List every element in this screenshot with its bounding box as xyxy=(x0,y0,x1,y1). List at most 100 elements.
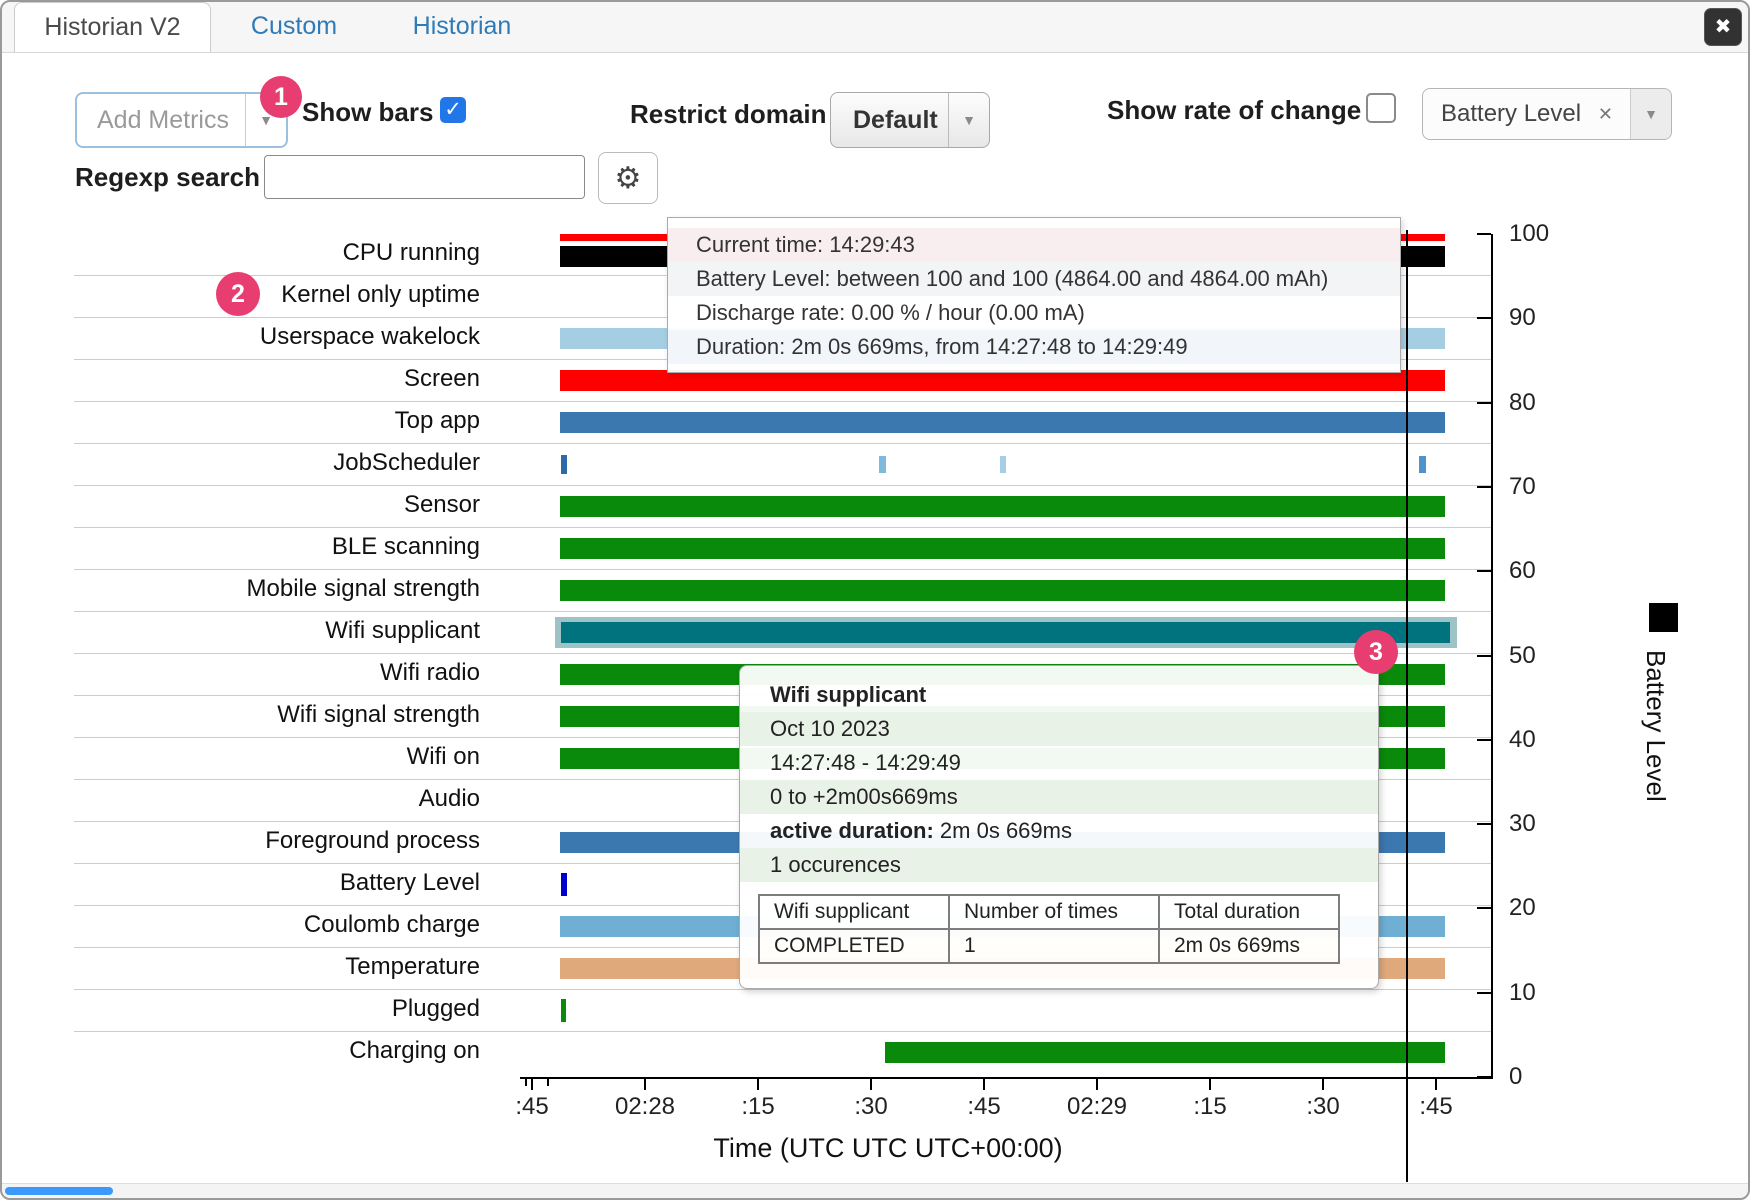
row-label-jobscheduler: JobScheduler xyxy=(333,449,480,476)
timeline-bar[interactable] xyxy=(560,998,567,1022)
x-axis-tick-label: :45 xyxy=(1419,1093,1453,1120)
y-axis-tick-label: 80 xyxy=(1509,388,1536,416)
metric-pill-battery-level[interactable]: Battery Level ✕ ▼ xyxy=(1422,88,1672,140)
y-axis-tick-label: 10 xyxy=(1509,978,1536,1006)
x-axis-tick-label: 02:28 xyxy=(614,1093,676,1120)
timeline-bar[interactable] xyxy=(879,455,886,473)
tooltip-title: Wifi supplicant xyxy=(770,682,927,707)
y-axis-tick-label: 20 xyxy=(1509,894,1536,922)
chevron-down-icon[interactable]: ▼ xyxy=(245,94,286,146)
row-label-temperature: Temperature xyxy=(345,953,480,980)
timeline-bar[interactable] xyxy=(560,454,568,474)
tooltip-line: Battery Level: between 100 and 100 (4864… xyxy=(668,262,1400,296)
timeline-bar[interactable] xyxy=(560,495,1445,517)
row-divider xyxy=(74,527,1492,528)
x-axis-tick-label: :15 xyxy=(741,1093,775,1120)
row-label-cpu-running: CPU running xyxy=(342,239,480,266)
regexp-search-input[interactable] xyxy=(264,155,585,199)
tab-historian[interactable]: Historian xyxy=(412,12,512,40)
row-label-plugged: Plugged xyxy=(391,995,480,1022)
scrollbar-thumb[interactable] xyxy=(5,1187,113,1195)
chevron-down-icon[interactable]: ▼ xyxy=(948,93,989,147)
horizontal-scrollbar xyxy=(2,1183,1748,1198)
tooltip-occurrences: 1 occurences xyxy=(740,848,1378,882)
table-header: Number of times xyxy=(948,894,1160,930)
chevron-down-icon[interactable]: ▼ xyxy=(1630,89,1671,139)
row-label-top-app: Top app xyxy=(394,407,480,434)
x-axis-tick-label: :30 xyxy=(854,1093,888,1120)
table-header: Wifi supplicant xyxy=(758,894,950,930)
row-label-sensor: Sensor xyxy=(403,491,480,518)
x-axis-tick-label: 02:29 xyxy=(1066,1093,1128,1120)
remove-metric-icon[interactable]: ✕ xyxy=(1597,104,1613,124)
timeline-bar[interactable] xyxy=(560,872,568,896)
x-axis-tick xyxy=(1209,1077,1211,1090)
y-axis-tick-label: 40 xyxy=(1509,725,1536,753)
y-axis-line xyxy=(1491,234,1493,1079)
current-time-line xyxy=(1406,230,1409,1182)
timeline-bar[interactable] xyxy=(884,1041,1445,1063)
legend-swatch-battery-level xyxy=(1649,603,1678,632)
tooltip-time-range: 14:27:48 - 14:29:49 xyxy=(770,750,961,775)
timeline-bar[interactable] xyxy=(560,369,1445,391)
metric-pill-label: Battery Level xyxy=(1441,100,1582,127)
y-axis-tick xyxy=(1477,1076,1491,1078)
row-label-wifi-signal-strength: Wifi signal strength xyxy=(277,701,480,728)
x-axis-tick-label: :30 xyxy=(1306,1093,1340,1120)
x-axis-tick xyxy=(1435,1077,1437,1090)
x-axis-title: Time (UTC UTC UTC+00:00) xyxy=(713,1133,1063,1163)
timeline-bar[interactable] xyxy=(560,579,1445,601)
table-header: Total duration xyxy=(1158,894,1340,930)
y-axis-tick-label: 90 xyxy=(1509,304,1536,332)
row-divider xyxy=(74,485,1492,486)
close-icon[interactable]: ✖ xyxy=(1704,8,1742,46)
row-divider xyxy=(74,569,1492,570)
timeline-bar[interactable] xyxy=(999,455,1007,473)
timeline-bar[interactable] xyxy=(560,621,1451,643)
y-axis-tick-label: 70 xyxy=(1509,472,1536,500)
y-axis-tick-label: 100 xyxy=(1509,220,1550,247)
show-bars-checkbox[interactable]: ✓ xyxy=(440,97,466,123)
row-label-screen: Screen xyxy=(403,365,480,392)
tab-custom[interactable]: Custom xyxy=(250,12,338,40)
row-label-wifi-radio: Wifi radio xyxy=(379,659,480,686)
row-divider xyxy=(74,1031,1492,1032)
current-time-tooltip: Current time: 14:29:43 Battery Level: be… xyxy=(667,217,1401,373)
row-label-coulomb-charge: Coulomb charge xyxy=(303,911,480,938)
show-rate-checkbox[interactable] xyxy=(1366,93,1396,123)
x-axis-minor-tick xyxy=(525,1077,527,1086)
tooltip-line: Current time: 14:29:43 xyxy=(668,228,1400,262)
gear-icon[interactable]: ⚙ xyxy=(598,152,658,204)
annotation-badge-2: 2 xyxy=(216,272,260,316)
legend-label-battery-level: Battery Level xyxy=(1641,650,1671,802)
y-axis-tick-label: 0 xyxy=(1509,1063,1523,1090)
restrict-domain-dropdown[interactable]: Default ▼ xyxy=(830,92,990,148)
wifi-supplicant-tooltip: Wifi supplicant Oct 10 2023 14:27:48 - 1… xyxy=(739,665,1379,989)
y-axis-tick xyxy=(1477,738,1491,741)
add-metrics-select[interactable]: Add Metrics ▼ xyxy=(75,92,288,148)
row-divider xyxy=(74,611,1492,612)
row-label-userspace-wakelock: Userspace wakelock xyxy=(259,323,480,350)
active-duration-value: 2m 0s 669ms xyxy=(933,818,1072,843)
timeline-bar[interactable] xyxy=(560,537,1445,559)
tooltip-active-duration: active duration: 2m 0s 669ms xyxy=(740,814,1378,848)
timeline-bar[interactable] xyxy=(1419,455,1426,473)
y-axis-tick xyxy=(1477,233,1491,235)
wifi-supplicant-table: Wifi supplicant Number of times Total du… xyxy=(758,894,1340,964)
annotation-badge-1: 1 xyxy=(260,76,302,118)
row-label-foreground-process: Foreground process xyxy=(265,827,480,854)
y-axis-tick xyxy=(1477,907,1491,910)
add-metrics-placeholder: Add Metrics xyxy=(97,106,229,134)
regexp-search-label: Regexp search xyxy=(75,162,260,192)
y-axis-tick xyxy=(1477,401,1491,404)
timeline-bar[interactable] xyxy=(560,411,1445,433)
x-axis-tick xyxy=(644,1077,646,1090)
active-duration-label: active duration: xyxy=(770,818,934,843)
tab-historian-v2[interactable]: Historian V2 xyxy=(14,2,211,52)
x-axis-tick-label: :45 xyxy=(515,1093,549,1120)
row-divider xyxy=(74,653,1492,654)
y-axis-tick xyxy=(1477,654,1491,657)
x-axis-tick xyxy=(870,1077,872,1090)
x-axis-tick xyxy=(757,1077,759,1090)
row-divider xyxy=(74,401,1492,402)
